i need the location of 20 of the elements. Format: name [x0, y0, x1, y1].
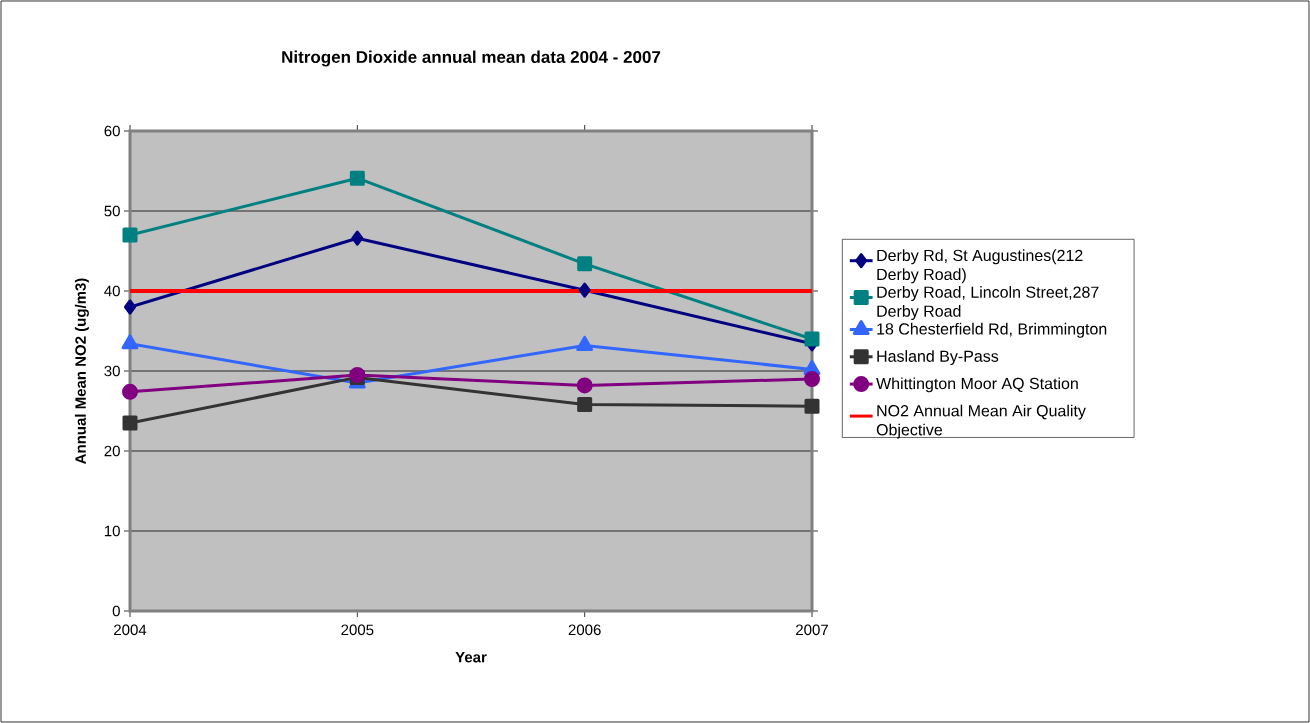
legend-label: 18 Chesterfield Rd, Brimmington: [877, 322, 1107, 338]
legend-label: Hasland By-Pass: [877, 350, 999, 366]
y-tick-label: 20: [104, 445, 120, 457]
x-tick-label: 2006: [568, 624, 601, 636]
x-tick-label: 2007: [796, 624, 828, 636]
x-tick-label: 2004: [114, 624, 147, 636]
legend-label: Derby Road, Lincoln Street,287 Derby Road: [877, 286, 1099, 320]
legend-label: NO2 Annual Mean Air Quality Objective: [876, 404, 1086, 439]
y-tick-label: 60: [104, 125, 120, 137]
legend-label: Derby Rd, St Augustines(212 Derby Road): [877, 249, 1083, 284]
y-tick-label: 40: [104, 285, 120, 297]
x-axis-title: Year: [455, 652, 487, 663]
chart-title: Nitrogen Dioxide annual mean data 2004 - 2007: [282, 50, 661, 67]
y-axis-title: Annual Mean NO2 (ug/m3): [74, 278, 89, 464]
x-tick-label: 2005: [341, 624, 374, 636]
y-tick-label: 50: [104, 205, 120, 217]
y-tick-label: 10: [104, 525, 120, 537]
y-tick-label: 30: [104, 365, 120, 377]
legend-label: Whittington Moor AQ Station: [876, 377, 1078, 393]
y-tick-label: 0: [112, 605, 120, 617]
